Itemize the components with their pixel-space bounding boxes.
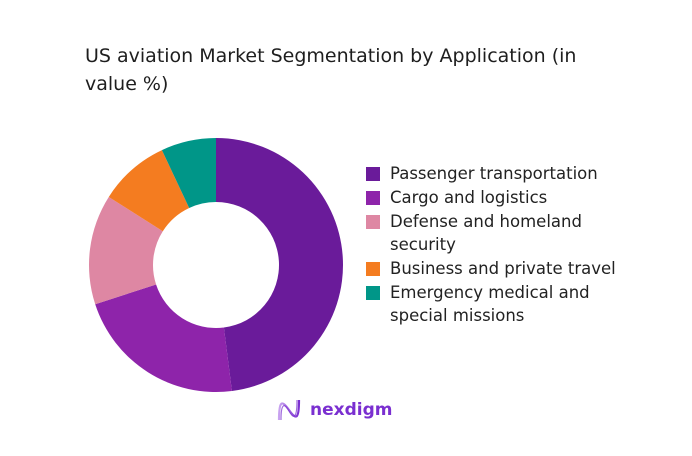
legend-swatch [366,167,380,181]
nexdigm-logo-icon [277,399,301,421]
legend-label: Passenger transportation [390,164,598,183]
slice-emergency-medical-and-special-missions [161,138,216,208]
chart-title: US aviation Market Segmentation by Appli… [85,45,577,95]
legend-item: Defense and homeland security [366,210,666,256]
slice-defense-and-homeland-security [89,196,163,305]
slice-passenger-transportation [216,137,344,391]
legend-swatch [366,286,380,300]
legend: Passenger transportation Cargo and logist… [366,162,666,328]
legend-item: Business and private travel [366,257,666,280]
legend-label: Cargo and logistics [390,188,548,207]
legend-label: Defense and homeland security [390,212,582,254]
logo: nexdigm [276,398,392,422]
logo-text: nexdigm [310,400,393,420]
slice-cargo-and-logistics [95,284,232,392]
legend-swatch [366,215,380,229]
legend-item: Cargo and logistics [366,186,666,209]
legend-label: Business and private travel [390,259,616,278]
slice-business-and-private-travel [108,150,190,232]
legend-item: Passenger transportation [366,162,666,185]
legend-swatch [366,191,380,205]
legend-label: Emergency medical and special missions [390,283,590,325]
legend-item: Emergency medical and special missions [366,281,666,327]
legend-swatch [366,262,380,276]
